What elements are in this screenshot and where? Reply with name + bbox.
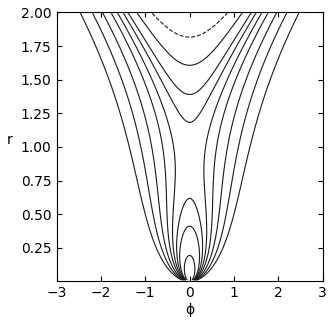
X-axis label: ϕ: ϕ xyxy=(185,303,194,317)
Y-axis label: r: r xyxy=(7,133,13,147)
